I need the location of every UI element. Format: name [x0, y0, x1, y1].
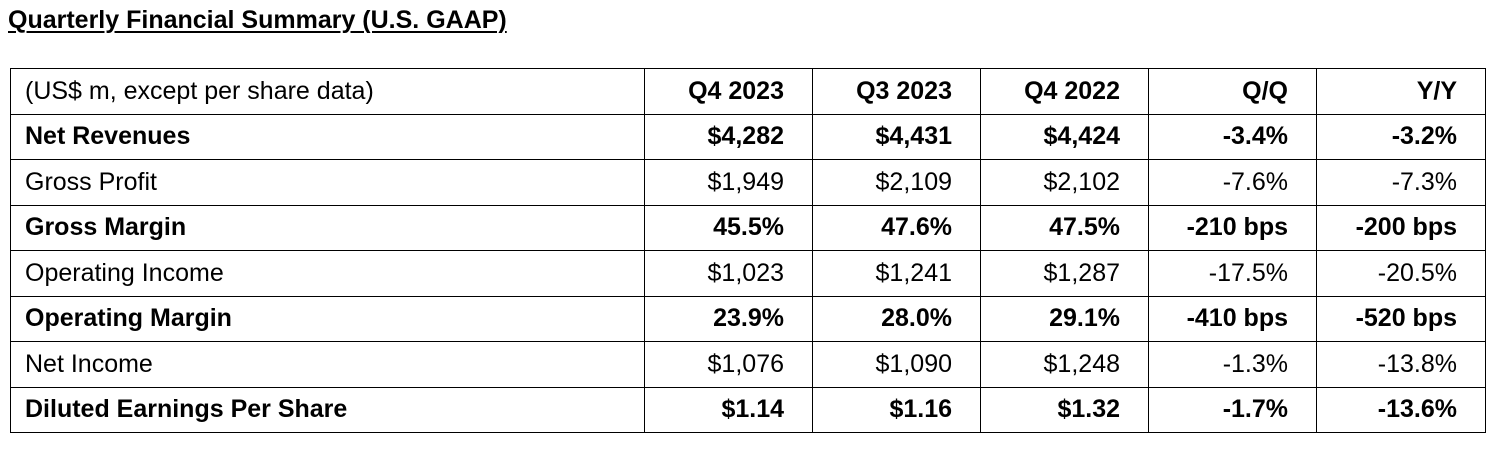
- page-title: Quarterly Financial Summary (U.S. GAAP): [8, 6, 507, 34]
- cell-q4-2023: $4,282: [644, 113, 813, 160]
- cell-qq: -3.4%: [1148, 113, 1317, 160]
- header-qq: Q/Q: [1148, 68, 1317, 115]
- header-q3-2023: Q3 2023: [812, 68, 981, 115]
- cell-q3-2023: 28.0%: [812, 295, 981, 342]
- cell-qq: -410 bps: [1148, 295, 1317, 342]
- cell-q3-2023: $4,431: [812, 113, 981, 160]
- cell-q4-2022: 47.5%: [980, 204, 1149, 251]
- cell-yy: -13.6%: [1316, 386, 1486, 433]
- cell-q4-2022: $2,102: [980, 159, 1149, 206]
- cell-q4-2022: $1.32: [980, 386, 1149, 433]
- cell-q3-2023: $1,090: [812, 341, 981, 388]
- table-row-diluted-eps: Diluted Earnings Per Share $1.14 $1.16 $…: [10, 386, 1486, 433]
- cell-q3-2023: $1,241: [812, 250, 981, 297]
- cell-qq: -210 bps: [1148, 204, 1317, 251]
- cell-yy: -13.8%: [1316, 341, 1486, 388]
- cell-q3-2023: $2,109: [812, 159, 981, 206]
- cell-q4-2023: $1,949: [644, 159, 813, 206]
- cell-yy: -20.5%: [1316, 250, 1486, 297]
- table-row-operating-margin: Operating Margin 23.9% 28.0% 29.1% -410 …: [10, 295, 1486, 342]
- cell-yy: -7.3%: [1316, 159, 1486, 206]
- table-row-operating-income: Operating Income $1,023 $1,241 $1,287 -1…: [10, 250, 1486, 297]
- table-row-gross-margin: Gross Margin 45.5% 47.6% 47.5% -210 bps …: [10, 204, 1486, 251]
- row-label: Gross Profit: [10, 159, 645, 206]
- cell-yy: -200 bps: [1316, 204, 1486, 251]
- cell-qq: -7.6%: [1148, 159, 1317, 206]
- row-label: Net Income: [10, 341, 645, 388]
- table-row-net-income: Net Income $1,076 $1,090 $1,248 -1.3% -1…: [10, 341, 1486, 388]
- cell-q4-2023: $1,023: [644, 250, 813, 297]
- row-label: Diluted Earnings Per Share: [10, 386, 645, 433]
- cell-qq: -17.5%: [1148, 250, 1317, 297]
- table-row-net-revenues: Net Revenues $4,282 $4,431 $4,424 -3.4% …: [10, 113, 1486, 160]
- header-units-label: (US$ m, except per share data): [10, 68, 645, 115]
- cell-yy: -520 bps: [1316, 295, 1486, 342]
- row-label: Operating Margin: [10, 295, 645, 342]
- cell-q4-2022: $1,287: [980, 250, 1149, 297]
- cell-q4-2023: 45.5%: [644, 204, 813, 251]
- cell-q3-2023: $1.16: [812, 386, 981, 433]
- cell-q4-2022: 29.1%: [980, 295, 1149, 342]
- cell-qq: -1.3%: [1148, 341, 1317, 388]
- table-header-row: (US$ m, except per share data) Q4 2023 Q…: [10, 68, 1486, 115]
- cell-q4-2022: $4,424: [980, 113, 1149, 160]
- cell-q4-2022: $1,248: [980, 341, 1149, 388]
- cell-q3-2023: 47.6%: [812, 204, 981, 251]
- cell-q4-2023: $1,076: [644, 341, 813, 388]
- table-row-gross-profit: Gross Profit $1,949 $2,109 $2,102 -7.6% …: [10, 159, 1486, 206]
- header-q4-2023: Q4 2023: [644, 68, 813, 115]
- row-label: Net Revenues: [10, 113, 645, 160]
- row-label: Gross Margin: [10, 204, 645, 251]
- cell-q4-2023: $1.14: [644, 386, 813, 433]
- row-label: Operating Income: [10, 250, 645, 297]
- header-yy: Y/Y: [1316, 68, 1486, 115]
- cell-qq: -1.7%: [1148, 386, 1317, 433]
- financial-summary-table: (US$ m, except per share data) Q4 2023 Q…: [10, 68, 1486, 433]
- header-q4-2022: Q4 2022: [980, 68, 1149, 115]
- cell-yy: -3.2%: [1316, 113, 1486, 160]
- cell-q4-2023: 23.9%: [644, 295, 813, 342]
